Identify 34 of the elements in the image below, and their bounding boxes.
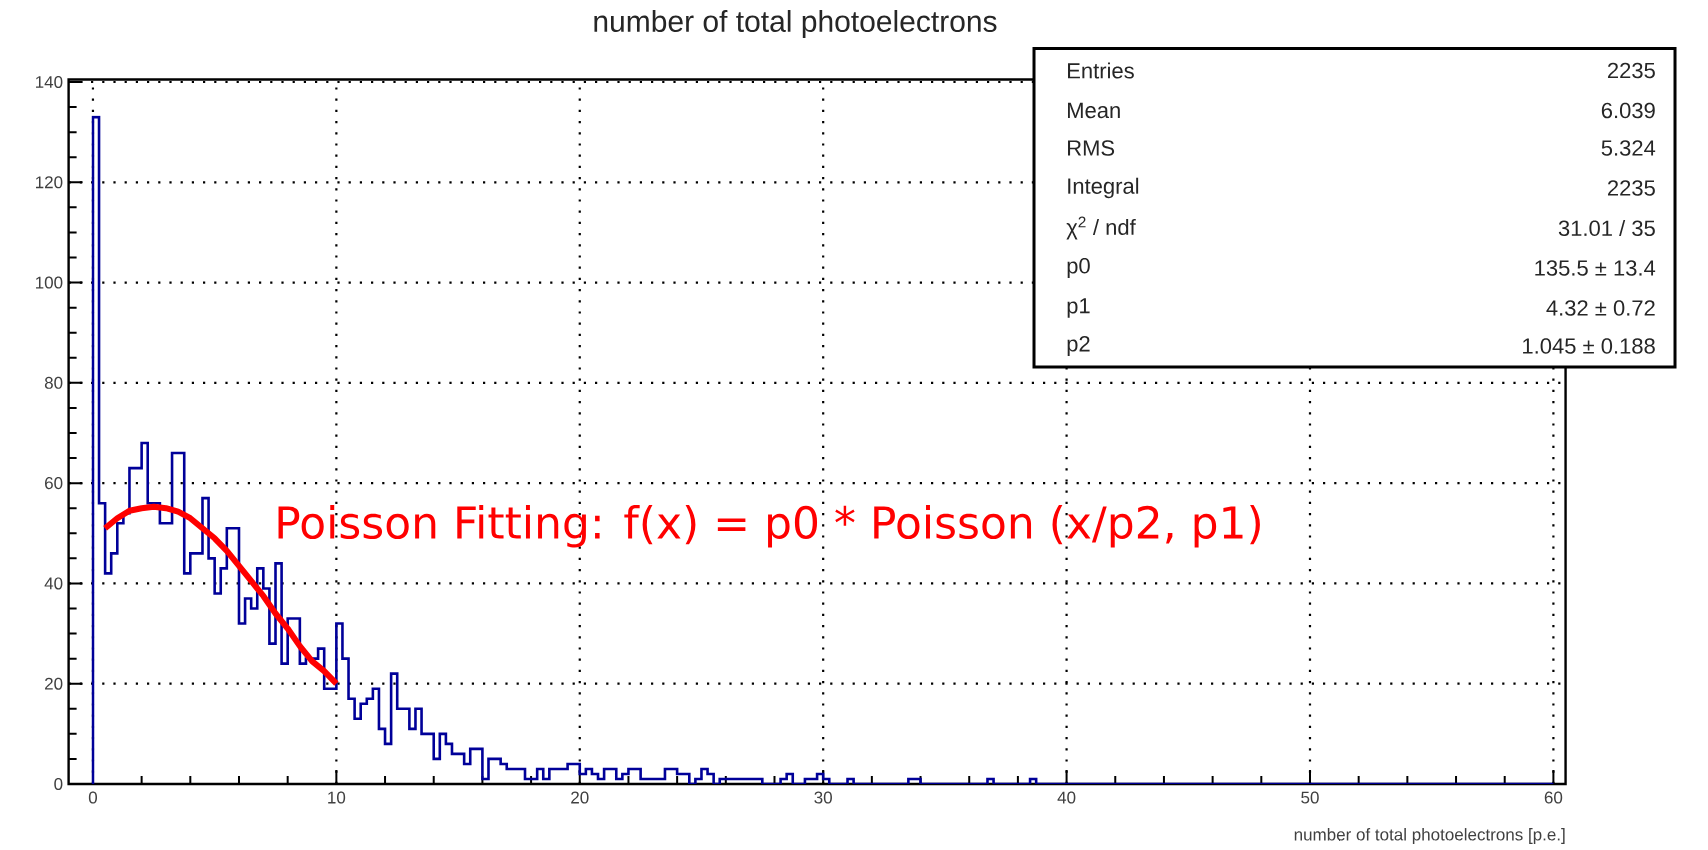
text: Entries — [1068, 62, 1134, 79]
y-tick-label: 0 — [54, 777, 63, 791]
annotation: Poisson Fitting: f(x) = p0 * Poisson (x/p2, p1) — [278, 505, 1260, 548]
annotation: RMS — [1068, 140, 1115, 156]
annotation: p2 — [1067, 336, 1090, 356]
text: 6.039 — [1601, 102, 1655, 119]
x-tick-label: 50 — [1301, 791, 1319, 804]
text: 5.324 — [1601, 140, 1656, 156]
x-tick-label: 60 — [1544, 791, 1563, 804]
annotation: 135.5 ± 13.4 — [1535, 260, 1656, 276]
annotation: p1 — [1067, 298, 1090, 318]
y-tick-label: 40 — [44, 577, 63, 590]
y-tick-label: 60 — [45, 477, 63, 490]
text: 2235 — [1607, 180, 1655, 196]
x-axis-title: number of total photoelectrons [p.e.] — [1294, 828, 1565, 844]
annotation: 4.32 ± 0.72 — [1546, 300, 1655, 316]
annotation: 31.01 / 35 — [1558, 219, 1655, 237]
x-tick-label: 40 — [1057, 791, 1076, 804]
y-tick-label: 20 — [45, 677, 63, 690]
annotation: χ$^{2}$ / ndf — [1066, 216, 1136, 240]
x-tick-label: 0 — [88, 791, 98, 804]
chart-title: number of total photoelectrons — [594, 10, 997, 38]
annotation: p0 — [1067, 258, 1090, 278]
y-tick-label: 80 — [44, 376, 63, 389]
annotation: Integral — [1068, 177, 1139, 199]
y-tick-label: 120 — [36, 176, 63, 189]
text: 2235 — [1607, 62, 1655, 79]
x-tick-label: 10 — [328, 791, 346, 804]
annotation: 1.045 ± 0.188 — [1523, 338, 1655, 354]
annotation: Mean — [1068, 102, 1120, 119]
x-tick-label: 30 — [814, 791, 832, 804]
y-tick-label: 100 — [36, 276, 63, 289]
x-tick-label: 20 — [571, 791, 589, 804]
y-tick-label: 140 — [36, 75, 63, 89]
